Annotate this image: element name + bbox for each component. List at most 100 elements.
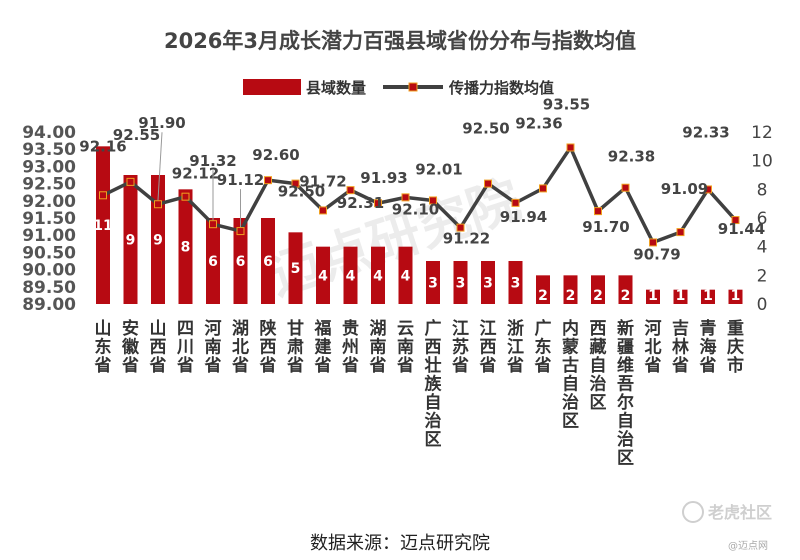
bar [123, 175, 138, 304]
category-label: 贵州省 [341, 318, 359, 376]
index-point [209, 220, 217, 229]
left-axis-tick: 89.00 [22, 295, 76, 315]
bar [701, 289, 715, 304]
bar-value-label: 4 [318, 268, 328, 284]
category-label: 新疆维吾尔自治区 [617, 318, 634, 469]
index-value-label: 92.31 [337, 194, 384, 212]
label-leader-line [157, 132, 163, 201]
left-axis-tick: 92.00 [22, 192, 76, 212]
legend-line-label: 传播力指数均值 [448, 79, 554, 97]
bar-value-label: 2 [566, 288, 576, 304]
bar-value-label: 1 [731, 288, 741, 304]
legend: 县域数量 传播力指数均值 [243, 79, 554, 97]
bar [536, 275, 550, 304]
category-label: 重庆市 [727, 318, 744, 376]
index-point [291, 179, 300, 188]
bar [673, 289, 688, 304]
bar [398, 246, 413, 304]
category-label: 青海省 [699, 318, 717, 376]
index-point [154, 200, 162, 209]
index-point [484, 179, 492, 188]
index-value-label: 92.36 [515, 114, 562, 132]
index-value-label: 91.12 [217, 171, 264, 189]
bar [288, 232, 303, 304]
index-point [621, 183, 630, 192]
index-point [99, 191, 107, 200]
index-value-label: 92.01 [415, 160, 462, 178]
left-axis-tick: 89.50 [22, 278, 76, 298]
corner-logo-text: 老虎社区 [707, 503, 772, 522]
bar [206, 218, 220, 304]
index-value-label: 92.60 [252, 146, 299, 164]
bar-value-label: 6 [263, 254, 273, 270]
index-point [456, 223, 465, 232]
index-value-label: 91.44 [718, 220, 765, 238]
bar-value-label: 2 [621, 288, 631, 304]
right-axis-tick: 12 [751, 123, 773, 143]
index-value-label: 92.16 [79, 137, 126, 155]
category-label: 西藏自治区 [590, 319, 607, 413]
bar-value-label: 2 [593, 288, 603, 304]
index-point [181, 192, 190, 201]
right-axis-tick: 8 [757, 180, 768, 200]
bar-value-label: 9 [153, 233, 163, 249]
category-label: 安徽省 [121, 318, 140, 376]
right-axis-tick: 10 [751, 152, 773, 172]
bar [316, 246, 330, 304]
bar-value-label: 5 [291, 261, 301, 277]
index-point [539, 184, 547, 193]
bar [178, 189, 193, 304]
bar-value-label: 1 [703, 288, 713, 304]
legend-line-marker [408, 82, 418, 92]
index-value-label: 92.10 [392, 200, 439, 218]
bar [233, 218, 248, 304]
bar-value-label: 3 [456, 276, 466, 292]
left-axis-tick: 93.00 [22, 157, 76, 177]
bar-value-label: 1 [648, 288, 658, 304]
index-point [236, 227, 245, 236]
left-axis-tick: 90.00 [22, 261, 76, 281]
chart-title: 2026年3月成长潜力百强县域省份分布与指数均值 [164, 29, 636, 53]
bar [481, 261, 495, 304]
index-point [511, 198, 520, 207]
bar [508, 261, 523, 304]
bar [371, 246, 385, 304]
category-label: 广西壮族自治区 [425, 318, 443, 450]
index-point [676, 228, 685, 237]
corner-logo: 老虎社区 @迈点网 [682, 501, 772, 552]
index-value-label: 91.72 [299, 172, 346, 190]
bar-value-label: 4 [373, 268, 383, 284]
bar [453, 261, 468, 304]
index-value-label: 92.55 [113, 126, 160, 144]
index-point [429, 196, 437, 205]
index-value-label: 91.22 [443, 230, 490, 248]
index-value-label: 92.12 [172, 165, 219, 183]
index-value-label: 91.70 [582, 218, 629, 236]
index-value-label: 92.50 [462, 120, 509, 138]
category-label: 内蒙古自治区 [562, 318, 579, 432]
bar-value-label: 4 [346, 268, 356, 284]
right-axis-tick: 6 [757, 209, 768, 229]
category-label: 广东省 [534, 318, 552, 376]
tiger-logo-icon [682, 501, 704, 523]
index-value-label: 91.09 [661, 180, 708, 198]
bar-value-label: 1 [676, 288, 686, 304]
index-point [374, 199, 382, 208]
bar [96, 146, 110, 304]
category-label: 山西省 [149, 319, 167, 376]
index-point [264, 176, 272, 185]
bar-value-label: 4 [401, 268, 411, 284]
bar-value-label: 2 [538, 288, 548, 304]
left-axis-tick: 91.50 [22, 209, 76, 229]
index-point [319, 206, 327, 215]
index-point [126, 177, 135, 186]
index-value-label: 90.79 [633, 245, 680, 263]
bar-value-label: 3 [483, 276, 493, 292]
index-value-label: 92.50 [278, 183, 325, 201]
bar [261, 218, 275, 304]
bar [646, 289, 660, 304]
category-label: 湖南省 [369, 319, 387, 376]
category-label: 福建省 [314, 318, 332, 376]
index-point [704, 185, 712, 194]
